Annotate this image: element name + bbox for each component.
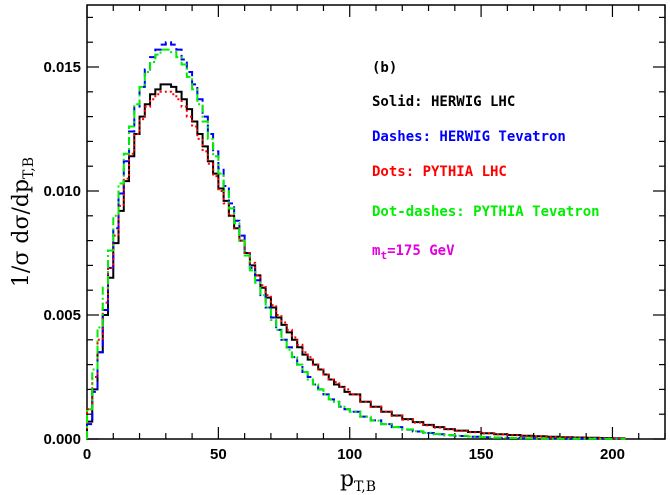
series-0-line — [86, 83, 626, 440]
mass-annotation-prefix: m — [372, 243, 380, 259]
legend-entry: Solid: HERWIG LHC — [372, 94, 515, 110]
x-tick-label: 0 — [83, 446, 91, 463]
legend-entry: Dot-dashes: PYTHIA Tevatron — [372, 204, 600, 220]
legend: Solid: HERWIG LHC Dashes: HERWIG Tevatron… — [372, 94, 600, 220]
legend-entry: Dashes: HERWIG Tevatron — [372, 129, 566, 145]
series-3-line — [86, 48, 626, 440]
mass-annotation-suffix: =175 GeV — [387, 243, 455, 259]
series-2-line — [86, 90, 626, 440]
y-axis-title-sub: T,B — [21, 157, 37, 179]
panel-label: (b) — [372, 60, 397, 76]
mass-annotation-sub: t — [380, 249, 387, 262]
x-axis-title-main: p — [340, 467, 354, 492]
mass-annotation: mt=175 GeV — [372, 243, 455, 262]
series-layer — [86, 41, 626, 440]
y-tick-label: 0.010 — [43, 183, 81, 200]
x-axis-title: pT,B — [340, 467, 376, 495]
x-tick-label: 150 — [469, 446, 494, 463]
x-axis-title-sub: T,B — [354, 479, 376, 495]
x-tick-label: 50 — [210, 446, 227, 463]
x-tick-label: 100 — [337, 446, 362, 463]
y-tick-label: 0.015 — [43, 59, 81, 76]
y-axis-title-main: 1/σ dσ/dp — [9, 179, 34, 287]
legend-entry: Dots: PYTHIA LHC — [372, 164, 507, 180]
y-tick-label: 0.000 — [43, 431, 81, 448]
series-1-line — [86, 41, 626, 440]
x-tick-label: 200 — [600, 446, 625, 463]
y-tick-label: 0.005 — [43, 307, 81, 324]
y-axis-title: 1/σ dσ/dpT,B — [9, 157, 37, 287]
tick-labels: 0 50 100 150 200 0.000 0.005 0.010 0.015 — [43, 59, 625, 463]
